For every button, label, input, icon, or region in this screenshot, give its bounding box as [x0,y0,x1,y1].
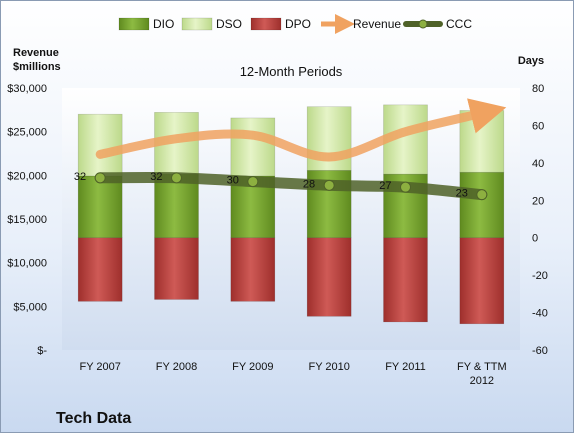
legend-label-ccc: CCC [446,17,472,31]
right-tick-0: 0 [532,233,538,245]
bar-dpo-2 [230,237,276,302]
right-tick-60: 60 [532,120,544,132]
bar-dso-0 [77,113,123,177]
left-tick-2: $10,000 [7,258,47,270]
ccc-label-0: 32 [74,171,86,183]
right-axis-ticks: -60 -40 -20 0 20 40 60 80 [532,83,548,357]
bar-dio-1 [154,173,199,239]
ccc-label-1: 32 [150,171,162,183]
bar-dio-0 [77,175,123,239]
company-name: Tech Data [56,410,131,427]
legend-swatch-dpo [250,17,282,31]
x-tick-1: FY 2008 [156,361,197,373]
right-axis-title: Days [518,55,544,67]
bar-dio-5 [459,171,505,239]
right-tick-40: 40 [532,158,544,170]
legend-swatch-dso [181,17,213,31]
left-tick-3: $15,000 [7,214,47,226]
ccc-point-5 [476,189,488,201]
plot-area [62,88,520,350]
ccc-point-2 [247,176,259,188]
ccc-point-3 [323,179,335,191]
right-tick--60: -60 [532,345,548,357]
ccc-point-1 [171,172,182,184]
left-tick-6: $30,000 [7,83,47,95]
ccc-label-4: 27 [379,180,391,192]
right-tick--40: -40 [532,308,548,320]
ccc-label-3: 28 [303,178,315,190]
chart-title: 12-Month Periods [240,64,343,79]
x-tick-5: FY & TTM 2012 [457,361,507,387]
revenue-line [95,98,507,162]
x-tick-2: FY 2009 [232,361,273,373]
legend-swatch-ccc-point [418,19,428,29]
left-tick-1: $5,000 [13,301,47,313]
ccc-label-2: 30 [227,175,239,187]
legend: DIO DSO DPO Revenue CCC [118,14,472,34]
ccc-point-0 [94,172,106,184]
bar-dpo-1 [154,237,199,300]
left-axis-ticks: $- $5,000 $10,000 $15,000 $20,000 $25,000 $30,… [7,83,47,357]
ccc-point-4 [400,181,411,193]
x-tick-0: FY 2007 [79,361,120,373]
legend-label-dio: DIO [153,17,174,31]
left-tick-4: $20,000 [7,170,47,182]
ccc-label-5: 23 [456,188,468,200]
legend-swatch-dio [118,17,150,31]
right-tick-20: 20 [532,195,544,207]
x-tick-4: FY 2011 [385,361,426,373]
left-axis-title: Revenue $millions [13,47,61,73]
legend-label-dpo: DPO [285,17,311,31]
bar-dpo-4 [383,237,428,323]
ccc-line [94,172,488,201]
x-axis-ticks: FY 2007 FY 2008 FY 2009 FY 2010 FY 2011 FY & … [79,361,506,387]
x-tick-3: FY 2010 [308,361,349,373]
legend-label-revenue: Revenue [353,17,401,31]
left-tick-0: $- [37,345,47,357]
right-tick--20: -20 [532,270,548,282]
bar-dpo-5 [459,237,505,325]
right-tick-80: 80 [532,83,544,95]
bar-dpo-3 [306,237,352,317]
left-tick-5: $25,000 [7,127,47,139]
bar-dso-2 [230,117,276,177]
legend-label-dso: DSO [216,17,242,31]
lines: 32 32 30 28 27 23 [74,98,507,201]
bar-dpo-0 [77,237,123,302]
